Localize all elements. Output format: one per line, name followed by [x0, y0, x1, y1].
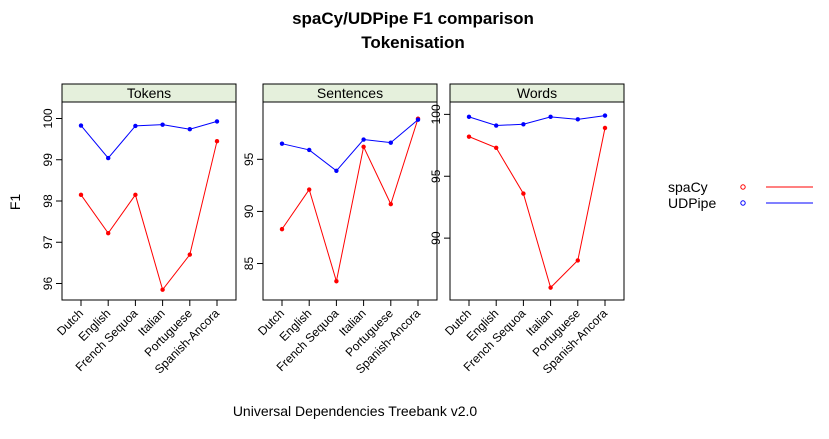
data-point-spacy	[494, 145, 499, 150]
panel-frame	[262, 101, 438, 301]
panel-strip-label: Words	[517, 85, 557, 101]
y-tick-label: 100	[41, 108, 55, 128]
data-point-udpipe	[361, 137, 366, 142]
data-point-udpipe	[307, 147, 312, 153]
panel-strip-label: Tokens	[127, 85, 171, 101]
y-tick-label: 85	[242, 257, 256, 271]
y-tick-label: 90	[429, 231, 443, 245]
panel-frame	[61, 101, 237, 301]
data-point-udpipe	[415, 117, 421, 122]
data-point-udpipe	[548, 114, 553, 120]
data-point-spacy	[575, 258, 580, 263]
series-line-udpipe	[80, 120, 218, 159]
data-point-spacy	[388, 201, 393, 207]
panel-frame	[449, 101, 625, 301]
data-point-spacy	[602, 125, 608, 131]
data-point-udpipe	[133, 123, 138, 129]
data-point-udpipe	[388, 140, 393, 145]
y-tick-label: 100	[429, 104, 443, 124]
data-point-udpipe	[466, 114, 472, 120]
chart-title: spaCy/UDPipe F1 comparison	[292, 9, 534, 28]
y-tick-label: 95	[242, 152, 256, 166]
data-point-spacy	[78, 192, 84, 198]
data-point-spacy	[133, 192, 138, 198]
data-point-udpipe	[279, 141, 285, 146]
series-line-udpipe	[468, 115, 606, 127]
data-point-spacy	[521, 191, 526, 196]
chart-subtitle: Tokenisation	[361, 33, 465, 52]
y-tick-label: 99	[41, 153, 55, 167]
y-tick-label: 96	[41, 277, 55, 291]
data-point-udpipe	[106, 155, 111, 161]
y-axis-label: F1	[7, 194, 23, 211]
data-point-spacy	[466, 134, 472, 139]
data-point-spacy	[307, 187, 312, 192]
data-point-udpipe	[187, 127, 192, 132]
data-point-udpipe	[214, 119, 220, 124]
series-line-spacy	[281, 118, 419, 282]
legend-marker	[740, 184, 746, 190]
data-point-spacy	[214, 138, 220, 144]
data-point-udpipe	[521, 122, 526, 127]
panel-strip-label: Sentences	[317, 85, 383, 101]
y-tick-label: 95	[429, 169, 443, 183]
data-point-spacy	[106, 230, 111, 236]
series-line-spacy	[468, 127, 606, 289]
data-point-spacy	[160, 287, 165, 292]
data-point-spacy	[548, 285, 553, 290]
y-tick-label: 90	[242, 204, 256, 218]
data-point-udpipe	[602, 113, 608, 118]
data-point-spacy	[334, 279, 339, 284]
data-point-udpipe	[494, 123, 499, 128]
y-tick-label: 98	[41, 194, 55, 208]
data-point-spacy	[361, 144, 366, 150]
legend-label: UDPipe	[668, 195, 716, 211]
data-point-udpipe	[334, 168, 339, 173]
data-point-udpipe	[78, 123, 84, 128]
x-axis-label: Universal Dependencies Treebank v2.0	[233, 403, 478, 419]
data-point-udpipe	[575, 117, 580, 122]
data-point-spacy	[279, 226, 285, 232]
legend-marker	[740, 200, 746, 206]
series-line-udpipe	[281, 119, 419, 172]
legend-label: spaCy	[668, 179, 708, 195]
data-point-spacy	[187, 252, 192, 257]
series-line-spacy	[80, 141, 218, 291]
y-tick-label: 97	[41, 235, 55, 249]
data-point-udpipe	[160, 122, 165, 127]
